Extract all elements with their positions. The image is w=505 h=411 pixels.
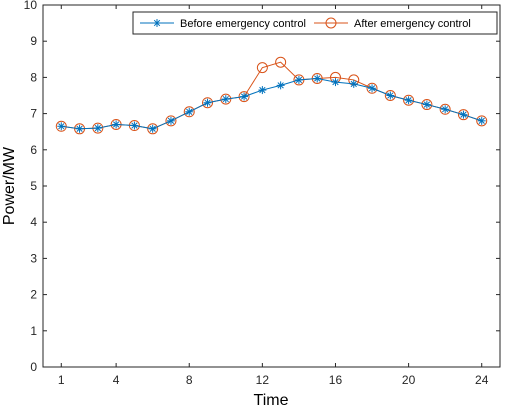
data-point: [220, 93, 232, 105]
data-point: [403, 94, 415, 106]
y-tick-label: 8: [30, 70, 37, 84]
data-point: [148, 124, 157, 133]
data-point: [238, 91, 250, 103]
y-tick-label: 1: [30, 324, 37, 338]
legend-item: After emergency control: [314, 17, 471, 30]
data-point: [441, 105, 450, 114]
y-tick-label: 6: [30, 143, 37, 157]
data-point: [459, 110, 468, 119]
data-point: [331, 78, 340, 87]
data-point: [256, 62, 268, 74]
data-point: [183, 106, 195, 118]
data-point: [404, 96, 413, 105]
data-point: [258, 86, 267, 95]
y-tick-label: 4: [30, 215, 37, 229]
series-0: [57, 74, 486, 133]
data-point: [55, 120, 67, 132]
y-axis: 0 1 2 3 4 5 6 7 8 9 10: [24, 0, 500, 374]
x-tick-label: 4: [113, 373, 120, 387]
x-tick-label: 16: [329, 373, 343, 387]
data-point: [477, 116, 486, 125]
x-axis-label: Time: [254, 392, 289, 409]
legend: Before emergency control After emergency …: [132, 11, 498, 35]
legend-item: Before emergency control: [140, 18, 306, 30]
data-point: [439, 103, 451, 115]
x-tick-label: 8: [186, 373, 193, 387]
data-point: [294, 75, 303, 84]
data-point: [202, 97, 214, 109]
data-point: [240, 92, 249, 101]
legend-items: Before emergency control After emergency …: [140, 17, 471, 30]
y-tick-label: 7: [30, 107, 37, 121]
y-tick-label: 10: [24, 0, 38, 12]
data-point: [276, 81, 285, 90]
y-tick-label: 0: [30, 360, 37, 374]
x-tick-label: 12: [256, 373, 270, 387]
data-point: [368, 84, 377, 93]
data-point: [386, 91, 395, 100]
legend-label: Before emergency control: [180, 18, 306, 30]
data-point: [313, 74, 322, 83]
data-point: [422, 100, 431, 109]
data-point: [203, 98, 212, 107]
y-tick-label: 2: [30, 288, 37, 302]
data-point: [147, 123, 159, 135]
y-axis-label: Power/MW: [1, 146, 18, 225]
y-tick-label: 5: [30, 179, 37, 193]
data-point: [166, 116, 175, 125]
y-tick-label: 3: [30, 251, 37, 265]
data-point: [349, 79, 358, 88]
data-point: [221, 95, 230, 104]
legend-marker: [325, 17, 337, 29]
data-point: [366, 82, 378, 94]
data-point: [476, 115, 488, 127]
legend-marker: [153, 19, 161, 27]
y-tick-label: 9: [30, 34, 37, 48]
x-tick-label: 1: [58, 373, 65, 387]
series-layer: [55, 56, 488, 135]
data-point: [130, 121, 139, 130]
data-point: [185, 107, 194, 116]
x-axis: 1 4 8 12 16 20 24: [58, 5, 489, 387]
data-point: [57, 122, 66, 131]
x-tick-label: 20: [402, 373, 416, 387]
data-point: [384, 90, 396, 101]
data-point: [275, 56, 287, 68]
legend-label: After emergency control: [354, 18, 471, 30]
data-point: [165, 115, 177, 127]
data-point: [457, 109, 469, 121]
data-point: [93, 124, 102, 133]
plot-area: [42, 4, 501, 368]
data-point: [75, 124, 84, 133]
x-tick-label: 24: [475, 373, 489, 387]
data-point: [112, 120, 121, 129]
data-point: [421, 99, 433, 111]
